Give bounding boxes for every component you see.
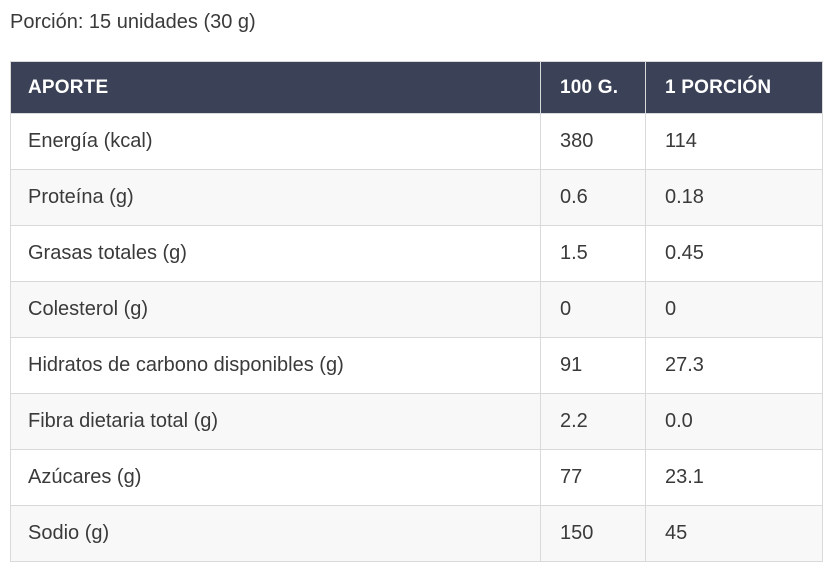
nutrient-label-cell: Hidratos de carbono disponibles (g) [10,337,541,394]
per-portion-cell: 114 [645,113,823,170]
table-body: Energía (kcal) 380 114 Proteína (g) 0.6 … [10,113,823,562]
nutrition-table: APORTE 100 G. 1 PORCIÓN Energía (kcal) 3… [10,61,823,562]
table-row: Grasas totales (g) 1.5 0.45 [10,225,823,282]
per-100g-cell: 1.5 [540,225,646,282]
table-row: Fibra dietaria total (g) 2.2 0.0 [10,393,823,450]
header-per-portion: 1 PORCIÓN [645,61,823,114]
nutrient-label-cell: Energía (kcal) [10,113,541,170]
header-aporte: APORTE [10,61,541,114]
per-portion-cell: 0.0 [645,393,823,450]
table-row: Azúcares (g) 77 23.1 [10,449,823,506]
portion-size-text: Porción: 15 unidades (30 g) [10,11,256,33]
nutrient-label-cell: Grasas totales (g) [10,225,541,282]
per-100g-cell: 77 [540,449,646,506]
nutrient-label-cell: Proteína (g) [10,169,541,226]
per-portion-cell: 0.18 [645,169,823,226]
table-row: Colesterol (g) 0 0 [10,281,823,338]
per-portion-cell: 23.1 [645,449,823,506]
table-row: Sodio (g) 150 45 [10,505,823,562]
nutrient-label-cell: Azúcares (g) [10,449,541,506]
per-100g-cell: 0 [540,281,646,338]
per-100g-cell: 91 [540,337,646,394]
table-row: Proteína (g) 0.6 0.18 [10,169,823,226]
per-100g-cell: 150 [540,505,646,562]
per-100g-cell: 380 [540,113,646,170]
nutrient-label-cell: Sodio (g) [10,505,541,562]
per-portion-cell: 0.45 [645,225,823,282]
table-header-row: APORTE 100 G. 1 PORCIÓN [10,61,823,114]
table-row: Energía (kcal) 380 114 [10,113,823,170]
nutrient-label-cell: Fibra dietaria total (g) [10,393,541,450]
per-100g-cell: 2.2 [540,393,646,450]
per-portion-cell: 45 [645,505,823,562]
per-portion-cell: 0 [645,281,823,338]
per-portion-cell: 27.3 [645,337,823,394]
nutrient-label-cell: Colesterol (g) [10,281,541,338]
table-row: Hidratos de carbono disponibles (g) 91 2… [10,337,823,394]
header-per-100g: 100 G. [540,61,646,114]
per-100g-cell: 0.6 [540,169,646,226]
